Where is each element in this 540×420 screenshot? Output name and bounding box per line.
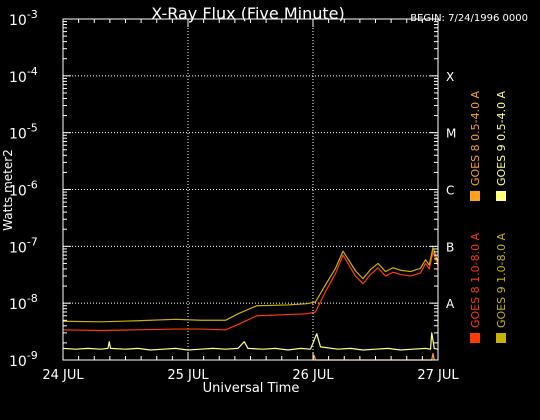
legend-swatch <box>496 333 506 343</box>
flare-class-label: M <box>446 127 456 141</box>
legend-swatch <box>470 191 480 201</box>
legend-swatch <box>470 333 480 343</box>
series-lines <box>62 247 439 361</box>
x-tick-label: 27 JUL <box>417 368 459 383</box>
series-line <box>62 247 439 323</box>
y-tick-label: 10-6 <box>9 179 38 200</box>
flare-class-label: B <box>446 240 454 254</box>
y-tick-label: 10-9 <box>9 349 38 370</box>
series-line <box>62 251 439 332</box>
x-axis-label: Universal Time <box>203 381 300 396</box>
series-line <box>62 332 439 351</box>
axis-ticks <box>62 18 439 361</box>
y-tick-label: 10-7 <box>9 235 38 256</box>
flare-class-labels: A B C M X <box>446 70 456 311</box>
y-tick-label: 10-5 <box>9 122 38 143</box>
x-tick-labels: 24 JUL 25 JUL 26 JUL 27 JUL <box>42 368 459 383</box>
grid-lines <box>63 19 438 360</box>
legend: GOES 8 1.0-8.0 A GOES 8 0.5-4.0 A GOES 9 1… <box>469 90 508 343</box>
y-tick-label: 10-3 <box>9 8 38 29</box>
legend-label: GOES 9 0.5-4.0 A <box>495 90 508 186</box>
begin-label: BEGIN: 7/24/1996 0000 <box>410 13 528 24</box>
flare-class-label: X <box>446 70 454 84</box>
legend-label: GOES 9 1.0-8.0 A <box>495 232 508 328</box>
x-tick-label: 26 JUL <box>292 368 334 383</box>
y-tick-label: 10-4 <box>9 65 38 86</box>
y-tick-labels: 10-9 10-8 10-7 10-6 10-5 10-4 10-3 <box>9 8 38 370</box>
legend-label: GOES 8 0.5-4.0 A <box>469 90 482 186</box>
x-tick-label: 25 JUL <box>167 368 209 383</box>
chart-title: X-Ray Flux (Five Minute) <box>151 4 344 23</box>
x-tick-label: 24 JUL <box>42 368 84 383</box>
series-line <box>312 352 435 361</box>
flare-class-label: A <box>446 297 455 311</box>
legend-swatch <box>496 191 506 201</box>
y-tick-label: 10-8 <box>9 292 38 313</box>
flare-class-label: C <box>446 184 454 198</box>
y-axis-label: Watts meter2 <box>1 149 15 231</box>
legend-label: GOES 8 1.0-8.0 A <box>469 232 482 328</box>
